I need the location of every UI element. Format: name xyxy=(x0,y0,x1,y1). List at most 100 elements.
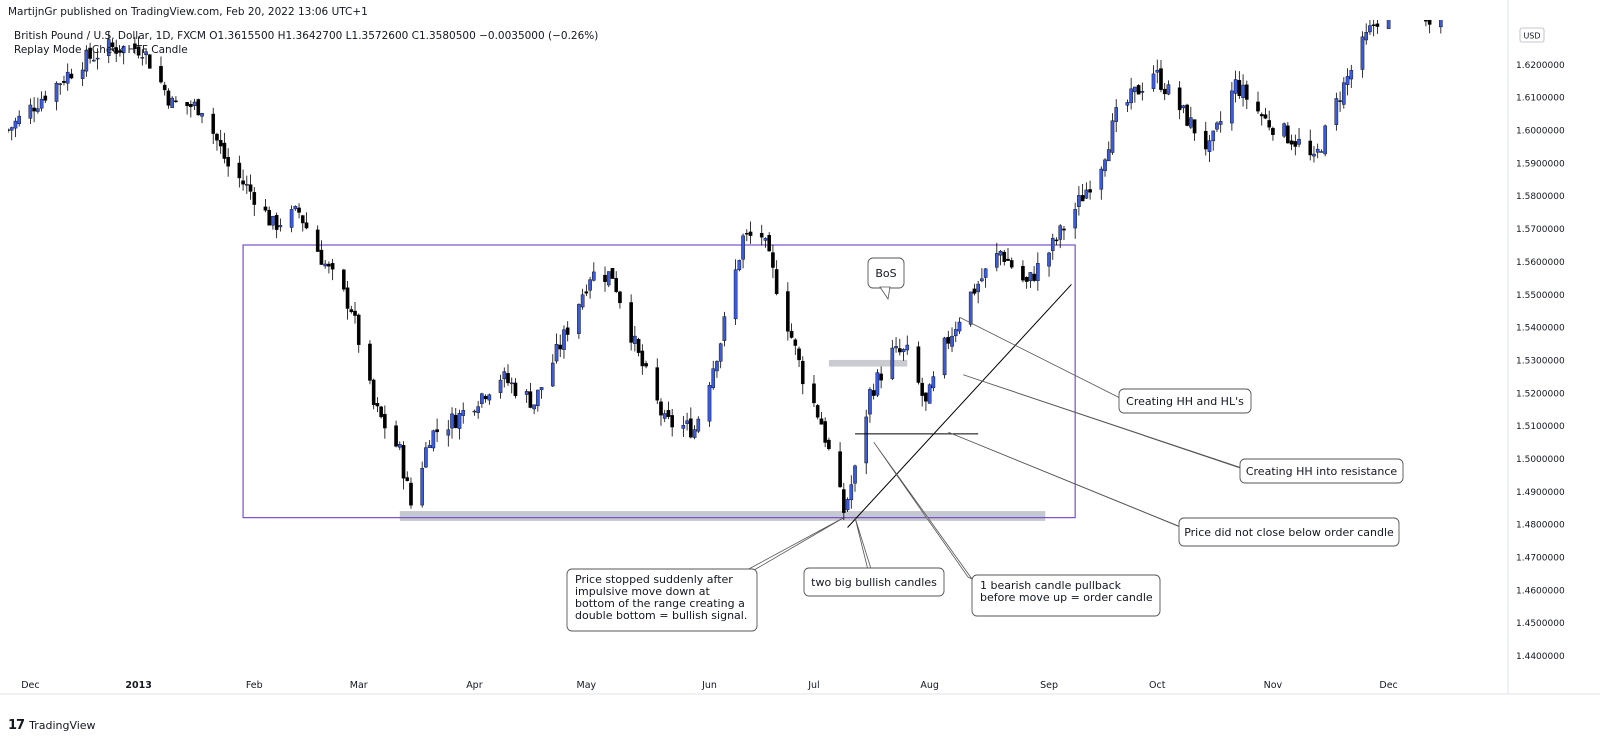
candle[interactable] xyxy=(1186,104,1189,127)
y-tick-label: 1.5500000 xyxy=(1516,291,1565,301)
candle-body xyxy=(96,58,99,59)
candle-body xyxy=(279,225,282,227)
resistance-zone[interactable] xyxy=(829,360,907,367)
candle-body xyxy=(1368,26,1371,32)
footer-brand[interactable]: 17 TradingView xyxy=(8,718,96,733)
candle-body xyxy=(943,338,946,375)
candle-body xyxy=(1088,189,1091,192)
candle[interactable] xyxy=(917,342,920,385)
x-tick-label: 2013 xyxy=(125,680,151,691)
candle-body xyxy=(1115,107,1118,121)
candle[interactable] xyxy=(928,383,931,403)
candle[interactable] xyxy=(611,268,614,279)
candle[interactable] xyxy=(1324,125,1327,157)
candle[interactable] xyxy=(969,292,972,327)
symbol-ohlc-line[interactable]: British Pound / U.S. Dollar, 1D, FXCM O1… xyxy=(14,30,598,42)
candle[interactable] xyxy=(197,98,200,115)
candle[interactable] xyxy=(1283,122,1286,138)
candle-body xyxy=(1130,89,1133,103)
candle-body xyxy=(1100,169,1103,189)
x-tick-label: Apr xyxy=(466,680,483,691)
candle-body xyxy=(394,426,397,447)
candle[interactable] xyxy=(380,406,383,419)
candle[interactable] xyxy=(630,294,633,350)
candle-body xyxy=(723,317,726,341)
candle[interactable] xyxy=(768,232,771,252)
candle-body xyxy=(1055,240,1058,241)
candle-body xyxy=(59,84,62,85)
candle-body xyxy=(637,339,640,352)
candle-body xyxy=(1126,102,1129,105)
candle-body xyxy=(44,96,47,100)
candle-body xyxy=(1294,141,1297,146)
candle[interactable] xyxy=(876,369,879,397)
annotation-bullish-candles[interactable]: two big bullish candles xyxy=(804,568,944,596)
candle[interactable] xyxy=(846,497,849,512)
candle-body xyxy=(797,349,800,360)
candle-body xyxy=(1036,263,1039,280)
candle[interactable] xyxy=(607,271,610,287)
x-tick-label: Nov xyxy=(1264,680,1283,691)
candle-body xyxy=(555,344,558,361)
candle-body xyxy=(424,448,427,468)
candle[interactable] xyxy=(171,96,174,108)
candle-body xyxy=(1186,105,1189,126)
candle[interactable] xyxy=(824,417,827,447)
y-tick-label: 1.4400000 xyxy=(1516,652,1565,662)
candle-body xyxy=(980,279,983,281)
candle-body xyxy=(838,452,841,487)
candle-body xyxy=(484,396,487,399)
candle-body xyxy=(973,289,976,294)
candle[interactable] xyxy=(1137,84,1140,94)
annotation-hh-resistance[interactable]: Creating HH into resistance xyxy=(1240,459,1403,483)
candle[interactable] xyxy=(148,54,151,69)
candle-body xyxy=(40,99,43,108)
candle-body xyxy=(618,292,621,303)
candle-body xyxy=(301,216,304,223)
candle-body xyxy=(473,411,476,412)
candle-body xyxy=(659,402,662,415)
candle[interactable] xyxy=(372,379,375,410)
candle-body xyxy=(977,284,980,292)
candle-body xyxy=(450,414,453,428)
candle[interactable] xyxy=(816,404,819,419)
currency-badge[interactable]: USD xyxy=(1520,28,1544,42)
candle-body xyxy=(1103,160,1106,171)
annotation-order-candle-hold[interactable]: Price did not close below order candle xyxy=(1179,518,1399,546)
candle[interactable] xyxy=(342,269,345,292)
x-tick-label: Mar xyxy=(350,680,368,691)
candle[interactable] xyxy=(738,260,741,272)
candle-body xyxy=(932,377,935,388)
x-tick-label: Oct xyxy=(1149,680,1166,691)
y-tick-label: 1.5800000 xyxy=(1516,192,1565,202)
candle-body xyxy=(238,163,241,178)
candle[interactable] xyxy=(943,337,946,379)
support-zone[interactable] xyxy=(400,511,1046,521)
candle-body xyxy=(350,309,353,311)
annotation-hh-hl[interactable]: Creating HH and HL's xyxy=(1119,389,1251,413)
candle-body xyxy=(630,302,633,342)
candle[interactable] xyxy=(708,382,711,427)
y-tick-label: 1.5400000 xyxy=(1516,324,1565,334)
annotation-text: two big bullish candles xyxy=(811,576,937,589)
candle-body xyxy=(353,311,356,316)
candle-body xyxy=(749,232,752,236)
candle-body xyxy=(540,387,543,389)
candle-body xyxy=(663,413,666,418)
candle-body xyxy=(1133,87,1136,92)
candle-body xyxy=(297,208,300,213)
candle[interactable] xyxy=(421,462,424,508)
candle-body xyxy=(454,415,457,428)
candle-body xyxy=(223,143,226,159)
candle[interactable] xyxy=(577,303,580,339)
x-tick-label: May xyxy=(577,680,597,691)
candle-body xyxy=(764,238,767,240)
candle-body xyxy=(592,272,595,280)
candle-body xyxy=(268,210,271,225)
candle[interactable] xyxy=(368,340,371,384)
y-tick-label: 1.6200000 xyxy=(1516,61,1565,71)
